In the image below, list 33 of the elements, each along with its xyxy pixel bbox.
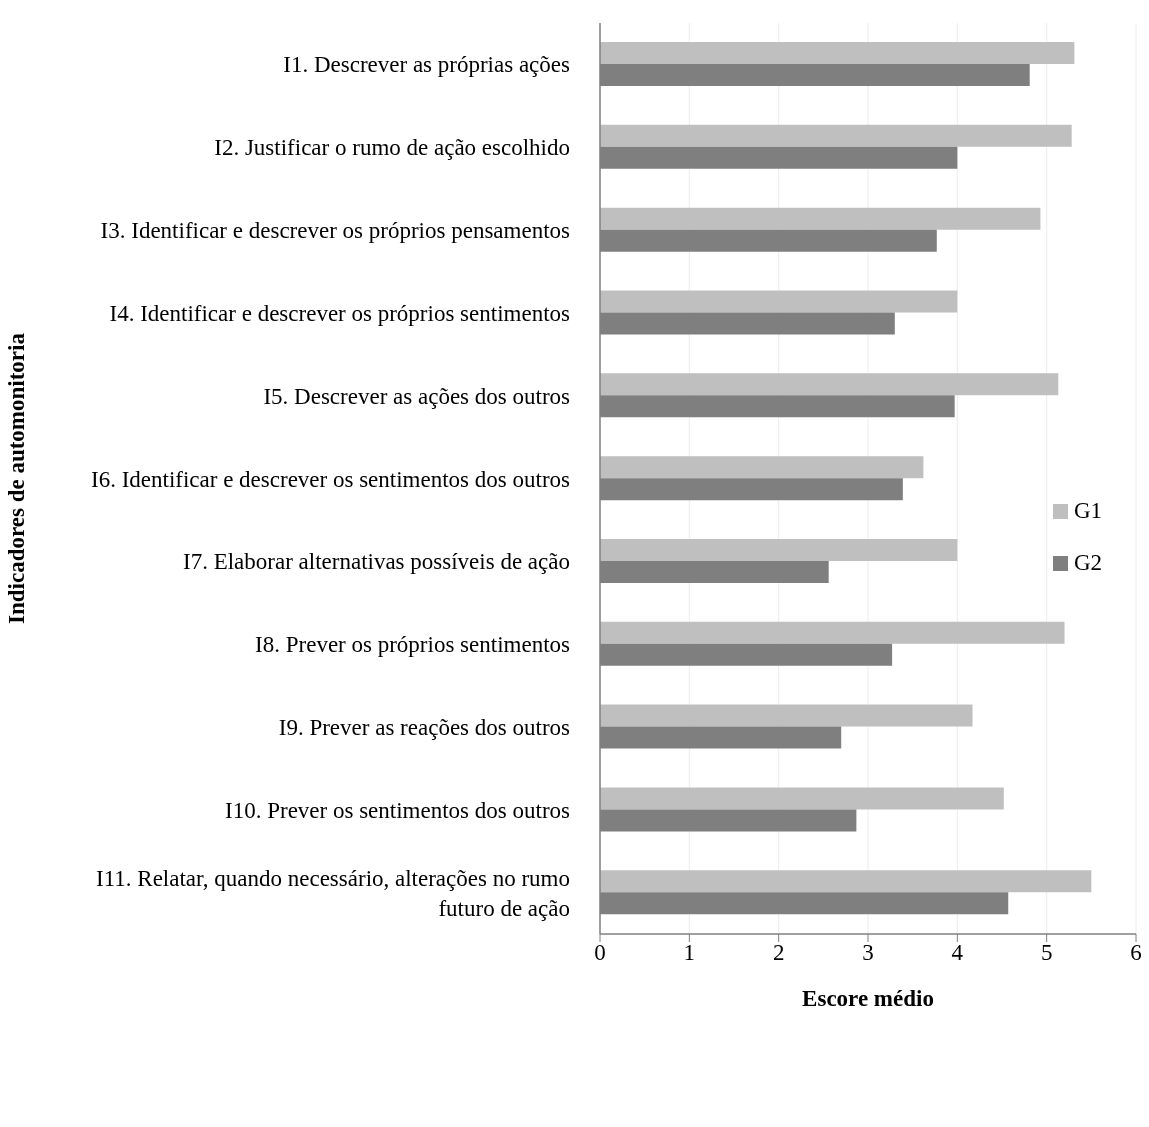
y-axis-title: Indicadores de automonitoria bbox=[4, 332, 30, 624]
legend-label: G2 bbox=[1074, 550, 1103, 576]
bar bbox=[600, 124, 1072, 147]
x-tick-label: 3 bbox=[862, 940, 874, 966]
y-tick-label: I7. Elaborar alternativas possíveis de ação bbox=[182, 548, 570, 574]
legend-label: G1 bbox=[1074, 498, 1103, 524]
y-tick-label: I8. Prever os próprios sentimentos bbox=[255, 631, 571, 657]
y-tick-label: I5. Descrever as ações dos outros bbox=[263, 383, 571, 409]
y-tick-label: I10. Prever os sentimentos dos outros bbox=[225, 797, 571, 823]
bar bbox=[600, 456, 924, 479]
bar bbox=[600, 787, 1004, 810]
bar bbox=[600, 538, 958, 561]
y-tick-label: I9. Prever as reações dos outros bbox=[278, 714, 571, 740]
bar bbox=[600, 704, 973, 727]
x-tick-label: 5 bbox=[1040, 940, 1053, 966]
x-axis-title: Escore médio bbox=[802, 986, 934, 1011]
bar bbox=[600, 373, 1059, 396]
y-tick-label: I6. Identificar e descrever os sentimentos dos outros bbox=[90, 466, 571, 491]
x-tick-label: 2 bbox=[772, 940, 785, 966]
x-tick-label: 0 bbox=[594, 940, 606, 966]
y-tick-label: I4. Identificar e descrever os próprios sentimentos bbox=[109, 300, 571, 326]
y-tick-label: I11. Relatar, quando necessário, alterações no rumo futuro de ação bbox=[95, 865, 570, 921]
y-tick-label: I1. Descrever as próprias ações bbox=[283, 51, 571, 77]
x-tick-label: 1 bbox=[683, 940, 696, 966]
bar bbox=[600, 207, 1041, 230]
y-tick-label: I3. Identificar e descrever os próprios pensamentos bbox=[100, 217, 571, 243]
x-tick-label: 4 bbox=[951, 940, 964, 966]
y-tick-label: I2. Justificar o rumo de ação escolhido bbox=[214, 134, 570, 160]
x-tick-label: 6 bbox=[1130, 940, 1142, 966]
bar bbox=[600, 290, 958, 313]
bar bbox=[600, 621, 1065, 644]
bar bbox=[600, 42, 1075, 65]
bar bbox=[600, 870, 1092, 893]
